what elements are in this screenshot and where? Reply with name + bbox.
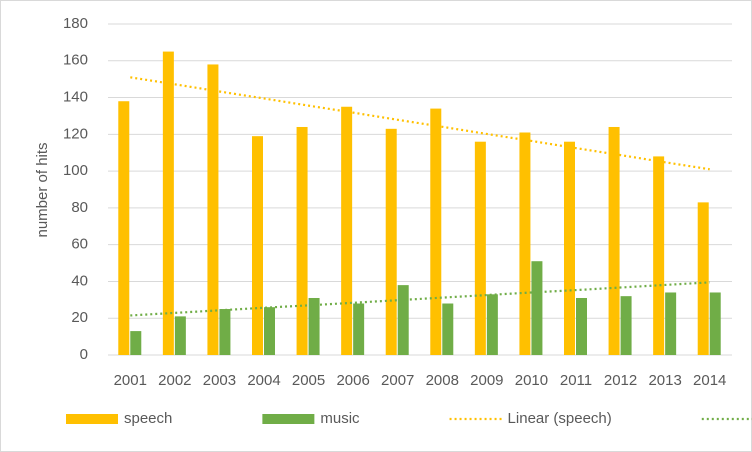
legend-swatch: [66, 414, 118, 424]
x-tick-label: 2013: [648, 372, 681, 389]
x-tick-label: 2002: [158, 372, 191, 389]
x-tick-label: 2004: [247, 372, 280, 389]
bar: [442, 303, 454, 355]
bar: [653, 156, 665, 355]
bar: [697, 202, 709, 355]
y-axis-label: number of hits: [34, 142, 51, 237]
x-tick-label: 2006: [336, 372, 369, 389]
x-tick-label: 2009: [470, 372, 503, 389]
bar: [252, 136, 263, 355]
bar: [474, 141, 486, 355]
legend-label: music: [320, 410, 360, 427]
x-tick-label: 2012: [604, 372, 637, 389]
y-tick-label: 0: [80, 346, 88, 363]
bar: [353, 303, 365, 355]
y-tick-label: 40: [71, 272, 88, 289]
bar: [519, 132, 531, 355]
bar: [486, 294, 498, 355]
bar: [385, 128, 397, 355]
bar: [264, 307, 275, 355]
trend-line: [130, 281, 710, 317]
y-tick-label: 120: [63, 125, 88, 142]
bar: [397, 285, 409, 355]
bar: [665, 292, 677, 355]
legend-label: speech: [124, 410, 172, 427]
y-tick-label: 180: [63, 15, 88, 32]
y-tick-label: 60: [71, 236, 88, 253]
bar: [174, 316, 186, 355]
bar: [531, 261, 543, 355]
bar: [709, 292, 721, 355]
x-tick-label: 2011: [560, 372, 592, 389]
bar: [341, 106, 353, 355]
y-tick-label: 160: [63, 52, 88, 69]
bar: [207, 64, 219, 355]
bar: [430, 108, 442, 355]
legend-label: Linear (speech): [508, 410, 612, 427]
x-tick-label: 2007: [381, 372, 414, 389]
bar: [620, 296, 632, 355]
y-tick-label: 80: [71, 199, 88, 216]
x-tick-label: 2003: [203, 372, 236, 389]
x-tick-label: 2008: [426, 372, 459, 389]
bar: [118, 101, 130, 355]
y-tick-label: 100: [63, 162, 88, 179]
y-tick-label: 20: [71, 309, 88, 326]
bar: [564, 141, 575, 355]
x-tick-label: 2005: [292, 372, 325, 389]
x-tick-label: 2014: [693, 372, 726, 389]
x-tick-label: 2001: [114, 372, 147, 389]
bar: [308, 297, 320, 355]
bar: [296, 126, 308, 355]
bar: [130, 331, 142, 355]
bar: [219, 309, 231, 355]
x-tick-label: 2010: [515, 372, 548, 389]
bar: [162, 51, 174, 355]
bar: [608, 126, 620, 355]
legend-swatch: [262, 414, 315, 424]
bar: [576, 297, 587, 355]
y-tick-label: 140: [63, 89, 88, 106]
